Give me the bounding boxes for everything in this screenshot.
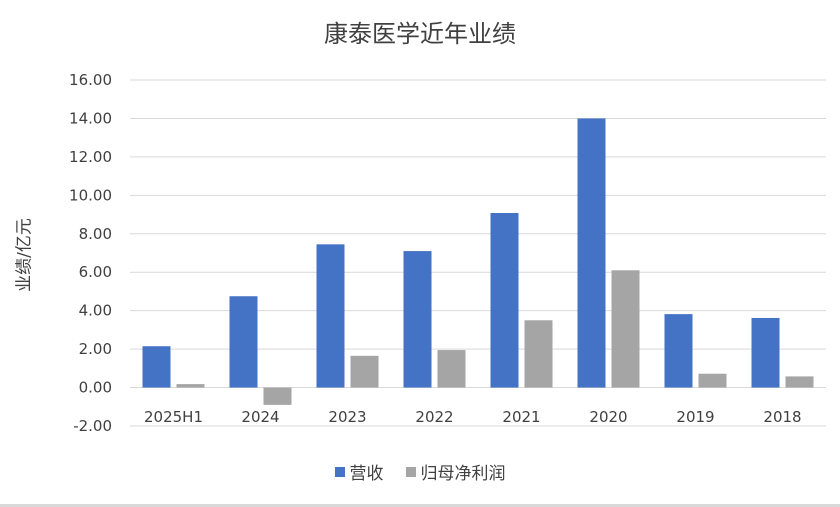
chart-title: 康泰医学近年业绩 [324,20,516,48]
bar-revenue [229,296,258,388]
y-tick-label: 12.00 [69,148,112,166]
x-tick-label: 2022 [415,408,453,426]
x-tick-label: 2025H1 [144,408,203,426]
y-tick-label: 16.00 [69,71,112,89]
bar-net-profit [437,350,466,388]
bottom-border [0,504,840,507]
bar-net-profit [611,270,640,388]
legend: 营收 归母净利润 [0,459,840,484]
bar-net-profit [350,355,379,388]
x-tick-label: 2019 [676,408,714,426]
y-tick-label: 2.00 [79,340,112,358]
y-tick-label: -2.00 [73,417,112,435]
x-tick-label: 2021 [502,408,540,426]
bar-revenue [751,317,780,388]
y-tick-label: 6.00 [79,263,112,281]
bar-revenue [490,213,519,388]
bar-net-profit [785,376,814,388]
legend-label-net-profit: 归母净利润 [420,464,506,484]
bar-net-profit [176,384,205,388]
y-tick-label: 0.00 [79,379,112,397]
x-tick-label: 2024 [241,408,279,426]
y-tick-label: 10.00 [69,186,112,204]
legend-item-revenue: 营收 [334,459,384,484]
bar-net-profit [698,373,727,388]
bar-revenue [577,118,606,388]
y-tick-label: 14.00 [69,109,112,127]
bar-net-profit [524,320,553,388]
y-tick-label: 4.00 [79,302,112,320]
bar-revenue [142,346,171,388]
bar-net-profit [263,387,292,405]
bar-revenue [403,251,432,388]
bar-revenue [664,314,693,388]
x-tick-label: 2020 [589,408,627,426]
legend-swatch-revenue [334,466,345,477]
bar-revenue [316,244,345,388]
x-tick-label: 2023 [328,408,366,426]
x-tick-label: 2018 [763,408,801,426]
legend-item-net-profit: 归母净利润 [405,459,506,484]
y-tick-label: 8.00 [79,225,112,243]
legend-label-revenue: 营收 [349,464,384,484]
legend-swatch-net-profit [405,466,416,477]
